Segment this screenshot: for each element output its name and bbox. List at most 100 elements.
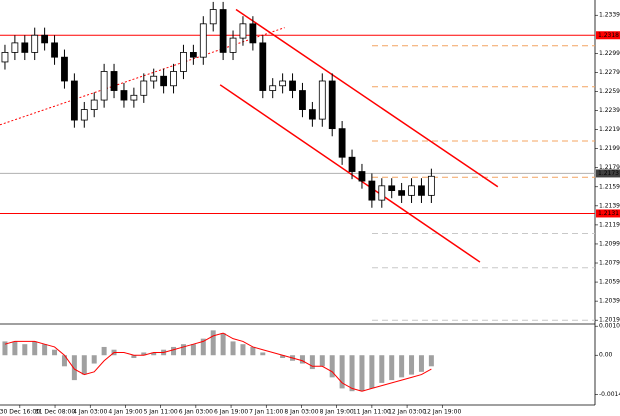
candle-body <box>180 52 187 72</box>
y-tick-label: 1.2059 <box>599 279 620 286</box>
x-tick-label: 4 Jan 19:00 <box>108 409 142 416</box>
macd-bar <box>250 346 256 356</box>
candle-body <box>150 75 158 82</box>
macd-bar <box>200 338 206 356</box>
x-tick-label: 12 Jan 03:00 <box>388 409 426 416</box>
candle-body <box>259 42 267 91</box>
price-label: 1.2131 <box>598 210 619 217</box>
price-label: 1.2173 <box>598 170 619 177</box>
candle-body <box>398 190 406 196</box>
candle-body <box>219 9 227 53</box>
candle-body <box>199 23 207 58</box>
price-label-box <box>596 31 620 40</box>
y-tick-label: 1.2219 <box>599 126 620 133</box>
macd-bar <box>61 355 67 367</box>
candle-body <box>427 175 435 196</box>
y-tick-label: 1.2139 <box>599 202 620 209</box>
candle-body <box>1 52 9 63</box>
y-tick-label: 1.2259 <box>599 88 620 95</box>
macd-bar <box>349 355 355 392</box>
price-label-box <box>596 209 620 218</box>
candle-body <box>100 71 108 101</box>
macd-bar <box>52 349 58 356</box>
candle-body <box>378 185 386 201</box>
macd-bar <box>280 355 286 359</box>
candle-body <box>41 34 49 44</box>
candle-body <box>160 75 168 87</box>
macd-bar <box>319 355 325 367</box>
macd-bar <box>101 346 107 356</box>
macd-bar <box>428 355 434 367</box>
candle-body <box>318 80 326 120</box>
x-tick-label: 31 Dec 08:00 <box>35 409 76 416</box>
candle-body <box>120 90 128 101</box>
x-tick-label: 30 Dec 16:00 <box>0 409 40 416</box>
y-tick-label: 1.2279 <box>599 69 620 76</box>
macd-bar <box>230 341 236 356</box>
trendline <box>235 8 499 188</box>
x-tick-label: 8 Jan 19:00 <box>320 409 354 416</box>
x-tick-label: 6 Jan 03:00 <box>179 409 213 416</box>
candle-body <box>348 156 356 172</box>
candle-body <box>61 56 68 82</box>
y-tick-label: 1.2199 <box>599 145 620 152</box>
y-tick-label: 1.2079 <box>599 260 620 267</box>
macd-bar <box>22 344 28 356</box>
candle-body <box>130 94 138 101</box>
candle-body <box>189 52 197 58</box>
macd-bar <box>12 341 18 356</box>
macd-bar <box>141 352 147 356</box>
y-tick-label: 1.2039 <box>599 298 620 305</box>
trendline <box>219 84 481 263</box>
macd-y-tick-label: -0.00142 <box>599 391 620 398</box>
macd-bar <box>299 355 305 364</box>
candle-body <box>170 71 177 87</box>
candle-body <box>229 37 237 53</box>
x-tick-label: 8 Jan 03:00 <box>284 409 318 416</box>
candle-body <box>11 42 19 53</box>
macd-bar <box>369 355 375 389</box>
candle-body <box>289 80 296 91</box>
candle-body <box>269 85 277 91</box>
y-tick-label: 1.2239 <box>599 107 620 114</box>
macd-bar <box>91 355 97 364</box>
candle-body <box>209 9 217 25</box>
y-tick-label: 1.2099 <box>599 240 620 247</box>
x-tick-label: 5 Jan 11:00 <box>144 409 178 416</box>
candle-body <box>21 42 29 53</box>
macd-bar <box>240 344 246 356</box>
candle-body <box>368 180 376 201</box>
macd-bar <box>399 355 405 378</box>
y-tick-label: 1.2299 <box>599 50 620 57</box>
y-tick-label: 1.2179 <box>599 164 620 171</box>
candle-body <box>140 80 148 96</box>
y-tick-label: 1.2339 <box>599 12 620 19</box>
candle-body <box>110 71 118 91</box>
y-tick-label: 1.2019 <box>599 317 620 324</box>
macd-bar <box>409 355 415 375</box>
candle-body <box>80 109 88 121</box>
y-tick-label: 1.2119 <box>599 221 620 228</box>
macd-signal <box>4 332 432 392</box>
x-tick-label: 7 Jan 11:00 <box>249 409 283 416</box>
macd-bar <box>379 355 385 383</box>
macd-bar <box>32 341 38 356</box>
macd-bar <box>339 355 345 389</box>
candle-body <box>239 23 247 39</box>
macd-bar <box>71 355 77 381</box>
candle-body <box>408 185 415 196</box>
candle-body <box>328 80 336 130</box>
macd-y-tick-label: 0.00 <box>599 352 613 359</box>
candle-body <box>279 80 287 87</box>
macd-bar <box>210 330 216 356</box>
macd-bar <box>42 344 48 356</box>
candle-body <box>51 42 58 58</box>
macd-bar <box>260 352 266 356</box>
macd-bar <box>131 355 137 359</box>
x-tick-label: 12 Jan 19:00 <box>423 409 461 416</box>
macd-bar <box>359 355 365 392</box>
candle-body <box>70 80 78 121</box>
candle-body <box>388 185 396 191</box>
x-tick-label: 4 Jan 03:00 <box>73 409 107 416</box>
macd-bar <box>329 355 335 378</box>
